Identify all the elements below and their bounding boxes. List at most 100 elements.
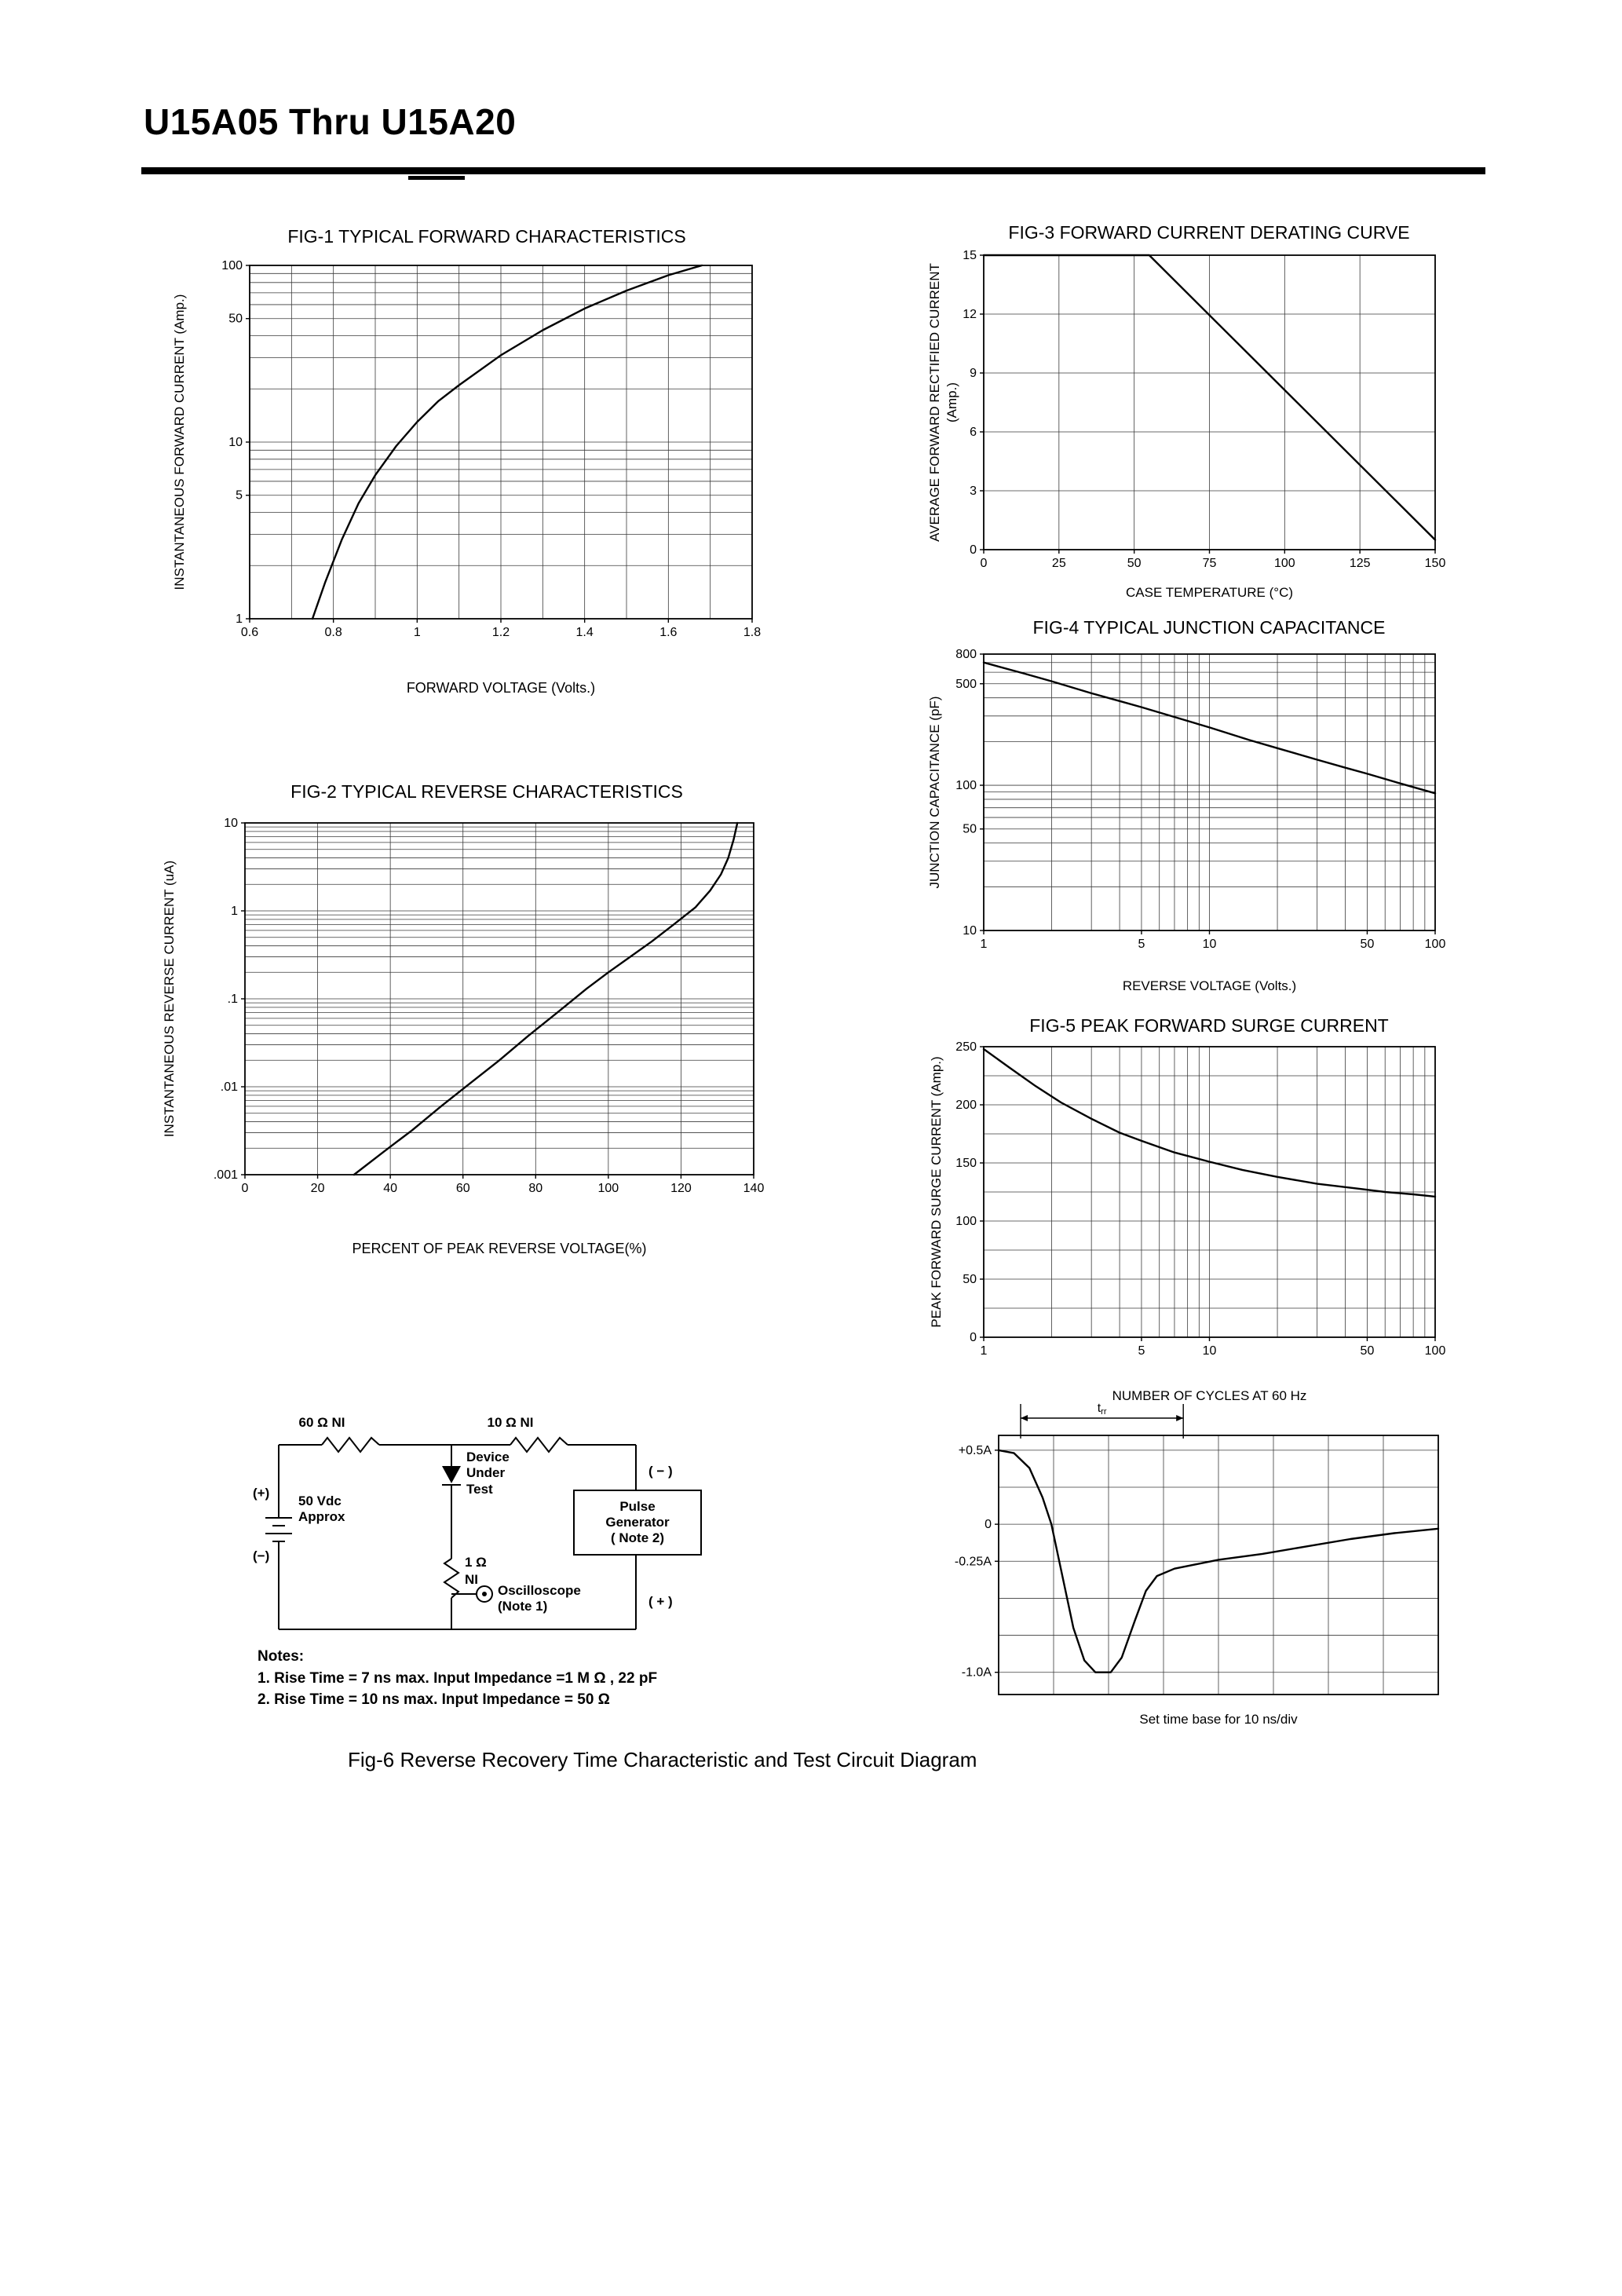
- svg-text:80: 80: [528, 1182, 542, 1195]
- svg-text:200: 200: [955, 1099, 977, 1112]
- fig1-title: FIG-1 TYPICAL FORWARD CHARACTERISTICS: [287, 226, 686, 247]
- svg-text:5: 5: [1138, 1344, 1145, 1358]
- fig4-chart: 1 5 10 50 100 800 500 100 50 10: [955, 648, 1446, 951]
- battery-plus-label: (+): [253, 1486, 270, 1501]
- svg-text:15: 15: [963, 249, 977, 262]
- note-2: 2. Rise Time = 10 ns max. Input Impedanc…: [258, 1691, 610, 1709]
- svg-text:25: 25: [1052, 557, 1066, 570]
- fig4-title: FIG-4 TYPICAL JUNCTION CAPACITANCE: [1032, 617, 1386, 638]
- battery-minus-label: (−): [253, 1548, 270, 1563]
- notes-title: Notes:: [258, 1648, 305, 1665]
- fig2-x-axis-label: PERCENT OF PEAK REVERSE VOLTAGE(%): [352, 1241, 647, 1256]
- svg-text:-1.0A: -1.0A: [962, 1666, 992, 1680]
- fig5-chart: 1 5 10 50 100 0 50 100 150 200 250: [955, 1040, 1446, 1358]
- svg-text:1.2: 1.2: [492, 626, 510, 639]
- battery-voltage-label: 50 Vdc Approx: [298, 1493, 345, 1525]
- pulse-generator-box: Pulse Generator ( Note 2): [573, 1490, 702, 1556]
- svg-text:0.8: 0.8: [325, 626, 342, 639]
- diode-symbol: [442, 1466, 461, 1483]
- svg-text:500: 500: [955, 678, 977, 691]
- fig2-title: FIG-2 TYPICAL REVERSE CHARACTERISTICS: [290, 781, 683, 802]
- svg-text:.001: .001: [214, 1168, 238, 1182]
- resistor-1ohm-label: 1 Ω: [465, 1555, 487, 1570]
- resistor-60ohm-label: 60 Ω NI: [298, 1415, 345, 1430]
- svg-text:50: 50: [1127, 557, 1142, 570]
- svg-text:0: 0: [970, 1331, 977, 1344]
- title-rule-mark: [408, 176, 465, 180]
- fig6-caption: Fig-6 Reverse Recovery Time Characterist…: [348, 1748, 977, 1771]
- svg-text:100: 100: [221, 259, 243, 272]
- svg-text:125: 125: [1350, 557, 1371, 570]
- oscilloscope-label: Oscilloscope (Note 1): [498, 1583, 581, 1614]
- pulse-plus-label: ( + ): [648, 1594, 673, 1609]
- svg-text:0: 0: [985, 1518, 992, 1531]
- svg-text:100: 100: [955, 779, 977, 792]
- pulse-minus-label: ( − ): [648, 1464, 673, 1479]
- svg-text:-0.25A: -0.25A: [955, 1555, 992, 1568]
- note-1: 1. Rise Time = 7 ns max. Input Impedance…: [258, 1669, 658, 1687]
- oscilloscope-symbol: [476, 1585, 493, 1603]
- fig1-x-axis-label: FORWARD VOLTAGE (Volts.): [406, 680, 596, 696]
- svg-text:10: 10: [1203, 1344, 1217, 1358]
- fig2-y-axis-label: INSTANTANEOUS REVERSE CURRENT (uA): [162, 860, 177, 1138]
- fig5-x-axis-label: NUMBER OF CYCLES AT 60 Hz: [1112, 1388, 1307, 1403]
- svg-text:1: 1: [231, 905, 238, 918]
- fig4-y-axis-label: JUNCTION CAPACITANCE (pF): [927, 696, 942, 889]
- svg-text:1.6: 1.6: [659, 626, 677, 639]
- fig6-timebase-caption: Set time base for 10 ns/div: [1139, 1712, 1298, 1727]
- svg-text:100: 100: [598, 1182, 619, 1195]
- svg-text:12: 12: [963, 308, 977, 321]
- svg-text:100: 100: [1425, 1344, 1446, 1358]
- resistor-10ohm-symbol: [510, 1436, 568, 1453]
- svg-text:60: 60: [456, 1182, 470, 1195]
- svg-text:.01: .01: [221, 1080, 238, 1094]
- svg-text:150: 150: [955, 1157, 977, 1170]
- svg-text:800: 800: [955, 648, 977, 661]
- svg-text:100: 100: [1425, 938, 1446, 951]
- resistor-60ohm-symbol: [321, 1436, 380, 1453]
- svg-text:140: 140: [743, 1182, 765, 1195]
- svg-text:.1: .1: [228, 993, 238, 1006]
- resistor-10ohm-label: 10 Ω NI: [487, 1415, 534, 1430]
- svg-text:0.6: 0.6: [241, 626, 258, 639]
- svg-text:0: 0: [970, 543, 977, 557]
- fig3-y-axis-label: AVERAGE FORWARD RECTIFIED CURRENT (Amp.): [927, 263, 959, 542]
- fig4-x-axis-label: REVERSE VOLTAGE (Volts.): [1122, 978, 1297, 993]
- page-title: U15A05 Thru U15A20: [144, 101, 517, 142]
- svg-text:10: 10: [963, 924, 977, 938]
- svg-text:75: 75: [1203, 557, 1217, 570]
- fig2-chart: 0 20 40 60 80 100 120 140 10 1 .1 .01 .001: [214, 817, 765, 1195]
- svg-text:50: 50: [963, 1273, 977, 1286]
- svg-text:10: 10: [228, 436, 243, 449]
- svg-text:150: 150: [1425, 557, 1446, 570]
- svg-text:1: 1: [236, 612, 243, 626]
- fig5-y-axis-label: PEAK FORWARD SURGE CURRENT (Amp.): [929, 1056, 944, 1328]
- svg-text:20: 20: [311, 1182, 325, 1195]
- svg-text:10: 10: [224, 817, 238, 830]
- svg-text:1: 1: [981, 938, 988, 951]
- svg-text:250: 250: [955, 1040, 977, 1054]
- svg-text:10: 10: [1203, 938, 1217, 951]
- fig3-chart: 0 25 50 75 100 125 150 0 3 6 9 12 15: [963, 249, 1446, 570]
- fig1-y-axis-label: INSTANTANEOUS FORWARD CURRENT (Amp.): [172, 294, 187, 590]
- resistor-1ohm-symbol: [443, 1558, 460, 1599]
- svg-text:3: 3: [970, 484, 977, 498]
- svg-text:100: 100: [1274, 557, 1295, 570]
- fig6-test-circuit-diagram: [265, 1436, 637, 1630]
- svg-text:120: 120: [670, 1182, 692, 1195]
- svg-text:trr: trr: [1098, 1402, 1107, 1417]
- svg-text:50: 50: [228, 313, 243, 326]
- title-rule: [141, 167, 1485, 174]
- svg-text:1.8: 1.8: [743, 626, 761, 639]
- fig3-x-axis-label: CASE TEMPERATURE (°C): [1125, 585, 1294, 600]
- resistor-1ohm-ni-label: NI: [465, 1572, 478, 1587]
- fig3-title: FIG-3 FORWARD CURRENT DERATING CURVE: [1008, 222, 1410, 243]
- svg-text:40: 40: [383, 1182, 397, 1195]
- svg-text:6: 6: [970, 426, 977, 439]
- svg-text:9: 9: [970, 367, 977, 380]
- fig1-chart: 0.6 0.8 1 1.2 1.4 1.6 1.8 1 5 10 50 100: [221, 259, 761, 639]
- svg-text:0: 0: [242, 1182, 249, 1195]
- svg-text:0: 0: [981, 557, 988, 570]
- svg-text:50: 50: [1361, 1344, 1375, 1358]
